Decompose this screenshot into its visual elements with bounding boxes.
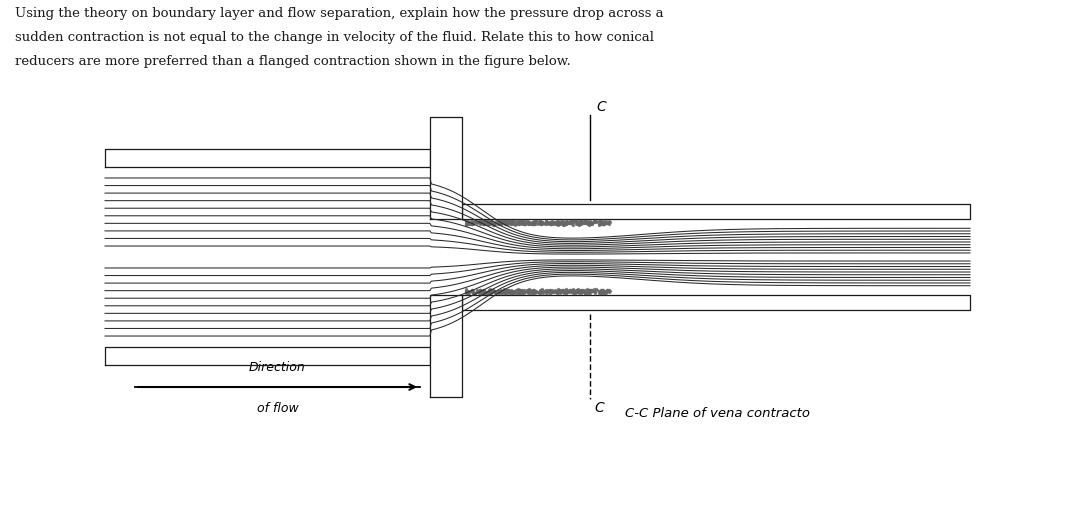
Bar: [105, 347, 430, 365]
Text: C: C: [594, 401, 604, 415]
Text: reducers are more preferred than a flanged contraction shown in the figure below: reducers are more preferred than a flang…: [15, 55, 570, 68]
Bar: [462, 204, 970, 219]
Bar: [430, 295, 462, 397]
Text: C: C: [596, 100, 606, 114]
Text: C-C Plane of vena contracto: C-C Plane of vena contracto: [625, 407, 810, 420]
Text: Using the theory on boundary layer and flow separation, explain how the pressure: Using the theory on boundary layer and f…: [15, 7, 663, 20]
Bar: [105, 149, 430, 167]
Bar: [462, 295, 970, 310]
Text: of flow: of flow: [257, 402, 298, 415]
Bar: [430, 117, 462, 219]
Text: sudden contraction is not equal to the change in velocity of the fluid. Relate t: sudden contraction is not equal to the c…: [15, 31, 654, 44]
Text: Direction: Direction: [249, 361, 306, 374]
